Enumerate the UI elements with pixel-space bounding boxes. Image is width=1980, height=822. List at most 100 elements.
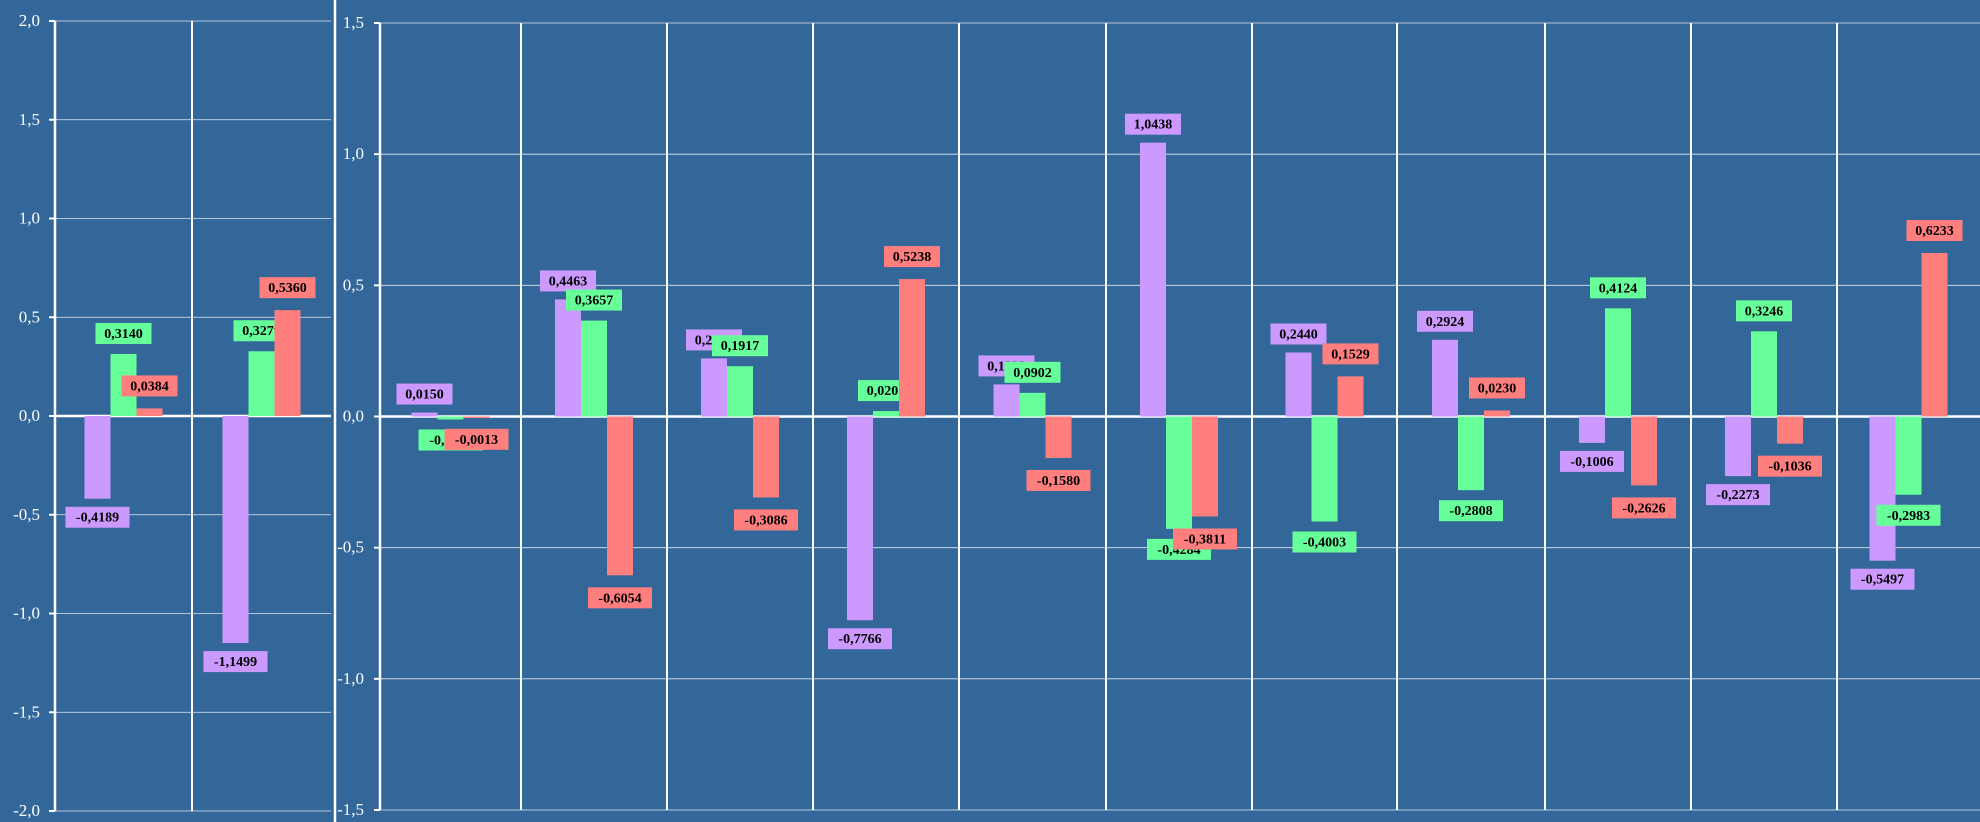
data-label: -0,7766 (838, 632, 881, 647)
data-label: 0,0150 (405, 388, 444, 403)
y-tick-label: -0,5 (337, 538, 364, 557)
data-label-box (1590, 277, 1646, 299)
bar-series-3 (1045, 416, 1072, 458)
data-label: 0,0207 (867, 384, 906, 399)
bar-series-3 (1777, 416, 1803, 444)
data-label: -0,1580 (1037, 474, 1080, 489)
bar-series-2 (248, 351, 275, 416)
data-label: -0,4003 (1303, 536, 1346, 551)
bar-series-1 (555, 299, 581, 417)
data-label-box (566, 289, 622, 311)
data-label-box (1906, 219, 1963, 241)
data-label: 0,0902 (1013, 366, 1052, 381)
data-label: -0,6054 (598, 591, 641, 606)
data-label: -0,2626 (1622, 501, 1665, 516)
y-tick-label: 0,0 (343, 407, 364, 426)
data-label-box (1736, 300, 1792, 322)
bar-series-1 (993, 384, 1020, 417)
data-label-box (1758, 455, 1822, 477)
y-tick-label: 2,0 (19, 11, 40, 30)
bar-series-3 (1337, 376, 1364, 417)
bar-series-2 (1166, 416, 1192, 529)
bar-series-2 (1311, 416, 1338, 522)
data-label: 0,0230 (1478, 381, 1517, 396)
bar-series-2 (1019, 392, 1046, 417)
data-label: 0,4124 (1599, 281, 1638, 296)
data-label-box (1026, 469, 1091, 491)
data-label: -0,1036 (1768, 460, 1811, 475)
data-label-box (1612, 497, 1676, 519)
bar-series-1 (1869, 416, 1896, 561)
data-label-box (259, 277, 316, 299)
y-tick-label: 0,5 (19, 307, 40, 326)
data-label: -0,2808 (1449, 504, 1492, 519)
bar-series-1 (1725, 416, 1751, 477)
data-label: -0,2983 (1887, 509, 1930, 524)
y-tick-label: -1,5 (337, 800, 364, 819)
data-label: 0,3140 (104, 327, 143, 342)
data-label-box (1004, 361, 1061, 383)
y-tick-label: 0,5 (343, 275, 364, 294)
data-label-box (1417, 310, 1473, 332)
data-label-box (65, 506, 130, 528)
data-label: 0,2924 (1426, 315, 1465, 330)
data-label-box (444, 428, 509, 450)
bar-series-3 (607, 416, 633, 576)
data-label: 0,4463 (549, 274, 588, 289)
y-tick-label: -0,5 (13, 505, 40, 524)
bar-series-3 (1484, 410, 1510, 417)
bar-series-3 (136, 408, 163, 416)
y-tick-label: -1,5 (13, 702, 40, 721)
data-label-box (1469, 377, 1525, 399)
data-label: 0,3279 (242, 324, 281, 339)
data-label: -0,4189 (76, 511, 119, 526)
data-label: 0,3246 (1745, 304, 1784, 319)
data-label-box (1292, 531, 1357, 553)
data-label: 0,1529 (1331, 347, 1370, 362)
bar-series-1 (701, 358, 727, 417)
bar-series-3 (463, 416, 490, 418)
bar-series-2 (1895, 416, 1922, 495)
data-label: 0,3657 (575, 294, 614, 309)
y-tick-label: 1,5 (343, 13, 364, 32)
bar-series-3 (1631, 416, 1657, 486)
y-tick-label: 1,0 (343, 144, 364, 163)
bar-series-2 (1751, 331, 1777, 417)
y-tick-label: -1,0 (13, 604, 40, 623)
data-label-box (121, 375, 178, 397)
chart-panel-2: 1,51,00,50,0-0,5-1,0-1,50,0150-0,0114-0,… (337, 13, 1980, 819)
bar-series-1 (847, 416, 873, 621)
bar-series-2 (727, 366, 753, 417)
bar-series-1 (411, 412, 438, 417)
y-tick-label: -1,0 (337, 669, 364, 688)
bar-series-2 (873, 411, 899, 417)
data-label-box (1439, 500, 1503, 522)
bar-series-3 (1921, 252, 1948, 417)
data-label-box (1706, 484, 1770, 506)
bar-series-1 (1432, 339, 1458, 417)
bar-series-1 (1140, 142, 1166, 417)
bar-series-3 (899, 279, 925, 417)
y-tick-label: 1,0 (19, 209, 40, 228)
data-label-box (203, 651, 268, 673)
bar-series-1 (1579, 416, 1605, 443)
data-label: 1,0438 (1134, 118, 1173, 133)
data-label: 0,2440 (1279, 327, 1318, 342)
data-label: 0,5238 (893, 250, 932, 265)
data-label-box (828, 628, 892, 650)
data-label-box (1173, 528, 1237, 550)
y-tick-label: 1,5 (19, 110, 40, 129)
data-label: 0,5360 (268, 281, 307, 296)
y-tick-label: 0,0 (19, 406, 40, 425)
data-label-box (1322, 343, 1379, 365)
data-label-box (1850, 568, 1915, 590)
data-label: -0,5497 (1861, 573, 1904, 588)
bar-series-3 (274, 310, 301, 416)
bar-series-1 (84, 416, 111, 499)
data-label: -0,3086 (744, 513, 787, 528)
chart-panel-1: 2,0 1,5 1,0 0,5 0,0 -0,5 -1,0 -1,5 -2,0 -0,4189 0,… (13, 0, 337, 822)
data-label: -1,1499 (214, 655, 257, 670)
bar-series-2 (1605, 308, 1631, 417)
bar-series-1 (1285, 352, 1312, 417)
